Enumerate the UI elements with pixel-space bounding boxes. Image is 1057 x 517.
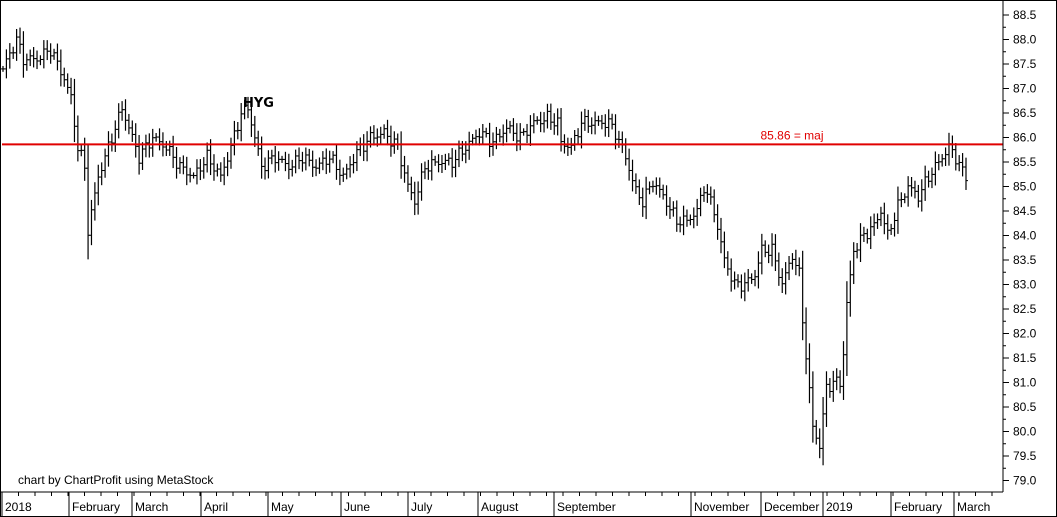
y-tick-label: 83.5 bbox=[1013, 253, 1037, 267]
ticker-label: HYG bbox=[243, 96, 274, 111]
y-tick-label: 83.0 bbox=[1013, 278, 1037, 292]
x-tick-label: March bbox=[135, 500, 168, 514]
y-tick-label: 79.0 bbox=[1013, 474, 1037, 488]
y-tick-label: 88.0 bbox=[1013, 33, 1037, 47]
y-tick-label: 85.5 bbox=[1013, 155, 1037, 169]
x-tick-label: December bbox=[764, 500, 819, 514]
price-bar bbox=[964, 157, 968, 190]
y-axis: 88.5 88.0 87.5 87.0 86.5 86.0 85.5 85.0 84.5 84.0… bbox=[1003, 8, 1037, 488]
x-tick-label: February bbox=[72, 500, 120, 514]
y-tick-label: 86.5 bbox=[1013, 106, 1037, 120]
x-tick-label: July bbox=[411, 500, 432, 514]
x-tick-label: March bbox=[957, 500, 990, 514]
y-tick-label: 84.0 bbox=[1013, 229, 1037, 243]
x-tick-label: August bbox=[481, 500, 519, 514]
y-tick-label: 86.0 bbox=[1013, 131, 1037, 145]
y-tick-label: 87.0 bbox=[1013, 82, 1037, 96]
x-tick-label: September bbox=[557, 500, 616, 514]
x-tick-label: May bbox=[271, 500, 294, 514]
y-tick-label: 80.5 bbox=[1013, 400, 1037, 414]
price-bars bbox=[1, 27, 968, 466]
x-tick-label: November bbox=[694, 500, 749, 514]
x-tick-label: June bbox=[344, 500, 370, 514]
y-tick-label: 82.5 bbox=[1013, 302, 1037, 316]
y-tick-label: 81.5 bbox=[1013, 351, 1037, 365]
y-tick-label: 80.0 bbox=[1013, 425, 1037, 439]
reference-line-label: 85.86 = maj bbox=[760, 128, 823, 142]
y-tick-label: 87.5 bbox=[1013, 57, 1037, 71]
y-tick-label: 84.5 bbox=[1013, 204, 1037, 218]
x-tick-label: April bbox=[204, 500, 228, 514]
chart-credit: chart by ChartProfit using MetaStock bbox=[18, 473, 214, 487]
y-tick-label: 81.0 bbox=[1013, 376, 1037, 390]
y-tick-label: 85.0 bbox=[1013, 180, 1037, 194]
x-axis: 2018 February March April May June July August S… bbox=[1, 492, 993, 516]
y-tick-label: 82.0 bbox=[1013, 327, 1037, 341]
x-tick-label: 2019 bbox=[826, 500, 853, 514]
x-tick-label: February bbox=[894, 500, 942, 514]
x-tick-label: 2018 bbox=[5, 500, 32, 514]
y-tick-label: 79.5 bbox=[1013, 449, 1037, 463]
y-tick-label: 88.5 bbox=[1013, 8, 1037, 22]
